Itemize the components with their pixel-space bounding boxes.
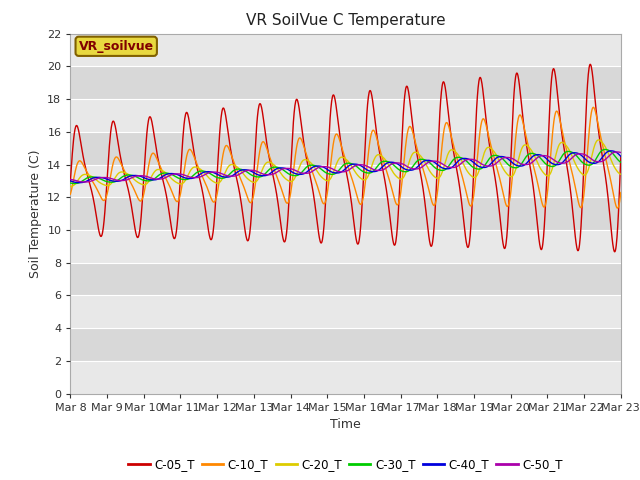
- C-05_T: [175, 191, 183, 197]
- C-50_T: [617, 150, 625, 156]
- C-40_T: [189, 175, 197, 181]
- C-50_T: [176, 171, 184, 177]
- C-10_T: [617, 190, 625, 195]
- C-20_T: [175, 181, 183, 187]
- C-20_T: [595, 137, 602, 143]
- C-50_T: [504, 155, 511, 160]
- Y-axis label: Soil Temperature (C): Soil Temperature (C): [29, 149, 42, 278]
- C-10_T: [589, 105, 597, 110]
- C-30_T: [251, 174, 259, 180]
- C-30_T: [176, 176, 184, 181]
- Line: C-05_T: C-05_T: [70, 64, 621, 252]
- C-10_T: [431, 202, 439, 207]
- Line: C-20_T: C-20_T: [70, 140, 621, 186]
- Bar: [70, 361, 621, 394]
- C-20_T: [431, 174, 439, 180]
- C-40_T: [67, 178, 74, 184]
- C-40_T: [607, 148, 615, 154]
- C-30_T: [601, 146, 609, 152]
- Line: C-40_T: C-40_T: [70, 151, 621, 183]
- Line: C-30_T: C-30_T: [70, 149, 621, 183]
- C-30_T: [67, 180, 74, 186]
- C-20_T: [552, 154, 559, 159]
- C-10_T: [250, 188, 258, 193]
- C-40_T: [552, 162, 559, 168]
- C-50_T: [613, 149, 621, 155]
- C-50_T: [189, 175, 197, 180]
- Bar: [70, 263, 621, 295]
- Bar: [70, 328, 621, 361]
- C-40_T: [617, 154, 625, 159]
- C-50_T: [431, 158, 439, 164]
- Bar: [70, 165, 621, 197]
- C-30_T: [71, 180, 79, 186]
- C-30_T: [189, 173, 197, 179]
- C-40_T: [431, 160, 439, 166]
- Bar: [70, 34, 621, 66]
- C-05_T: [611, 249, 618, 255]
- C-20_T: [617, 171, 625, 177]
- C-30_T: [504, 161, 511, 167]
- Bar: [70, 66, 621, 99]
- C-10_T: [552, 110, 559, 116]
- C-20_T: [67, 183, 74, 189]
- C-40_T: [176, 173, 184, 179]
- C-05_T: [586, 61, 594, 67]
- C-20_T: [189, 165, 196, 171]
- C-30_T: [552, 162, 559, 168]
- C-20_T: [503, 171, 511, 177]
- C-30_T: [431, 165, 439, 171]
- C-05_T: [67, 178, 74, 184]
- C-40_T: [76, 180, 83, 186]
- C-05_T: [189, 143, 196, 148]
- C-05_T: [552, 72, 559, 78]
- C-50_T: [552, 158, 559, 164]
- C-40_T: [251, 170, 259, 176]
- C-50_T: [67, 177, 74, 182]
- Bar: [70, 230, 621, 263]
- Title: VR SoilVue C Temperature: VR SoilVue C Temperature: [246, 13, 445, 28]
- C-30_T: [617, 159, 625, 165]
- C-20_T: [250, 180, 258, 185]
- C-40_T: [504, 156, 511, 161]
- C-50_T: [81, 179, 88, 185]
- X-axis label: Time: Time: [330, 418, 361, 431]
- C-05_T: [617, 154, 625, 159]
- C-10_T: [614, 205, 621, 211]
- Text: VR_soilvue: VR_soilvue: [79, 40, 154, 53]
- Line: C-10_T: C-10_T: [70, 108, 621, 208]
- C-10_T: [503, 204, 511, 209]
- Legend: C-05_T, C-10_T, C-20_T, C-30_T, C-40_T, C-50_T: C-05_T, C-10_T, C-20_T, C-30_T, C-40_T, …: [124, 454, 568, 476]
- C-05_T: [503, 233, 511, 239]
- C-05_T: [250, 160, 258, 166]
- C-05_T: [431, 211, 439, 217]
- C-10_T: [67, 192, 74, 197]
- C-10_T: [189, 151, 196, 156]
- C-10_T: [175, 195, 183, 201]
- Line: C-50_T: C-50_T: [70, 152, 621, 182]
- Bar: [70, 197, 621, 230]
- C-50_T: [251, 168, 259, 174]
- Bar: [70, 99, 621, 132]
- Bar: [70, 132, 621, 165]
- Bar: [70, 295, 621, 328]
